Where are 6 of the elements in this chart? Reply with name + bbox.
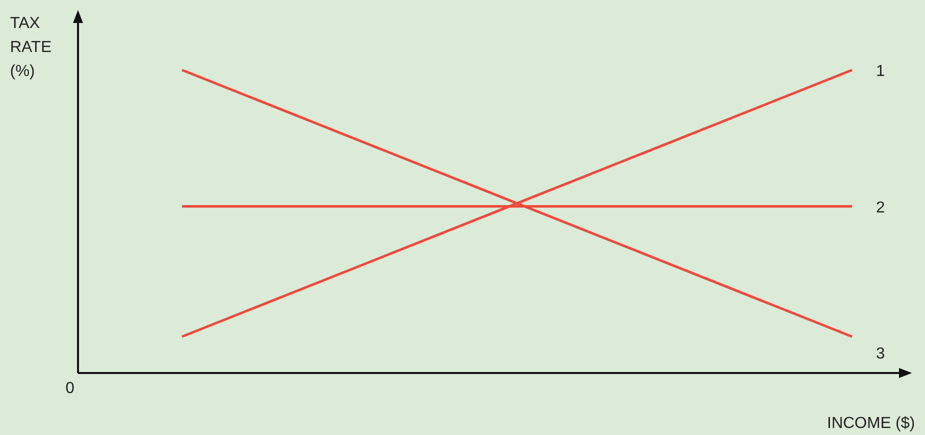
x-axis-title: INCOME ($) [827,415,915,432]
series-label: 1 [876,63,885,80]
text: 0 [66,380,75,397]
y-axis-title: TAX RATE (%) [10,15,52,80]
series-label: 3 [876,346,885,363]
series-label: 2 [876,199,885,216]
